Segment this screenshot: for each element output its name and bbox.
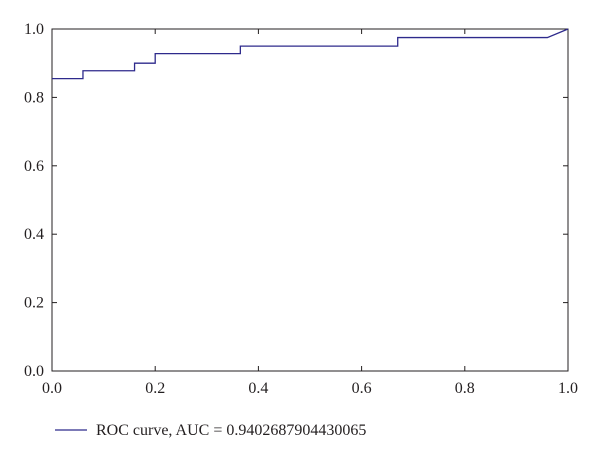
x-axis: 0.0 0.2 0.4 0.6 0.8 1.0 [42, 29, 578, 397]
x-tick-label: 1.0 [558, 380, 578, 397]
plot-frame [51, 28, 569, 372]
y-tick-label: 0.0 [24, 363, 44, 380]
x-tick-label: 0.4 [248, 380, 268, 397]
y-tick-label: 0.8 [24, 89, 44, 106]
y-tick-label: 0.4 [24, 226, 44, 243]
y-tick-label: 0.2 [24, 295, 44, 312]
y-axis: 0.0 0.2 0.4 0.6 0.8 1.0 [24, 21, 568, 380]
legend: ROC curve, AUC = 0.9402687904430065 [55, 422, 366, 439]
x-tick-label: 0.2 [145, 380, 165, 397]
x-tick-label: 0.0 [42, 380, 62, 397]
y-tick-label: 1.0 [24, 21, 44, 38]
x-tick-label: 0.8 [455, 380, 475, 397]
series-group [52, 28, 569, 80]
y-tick-label: 0.6 [24, 158, 44, 175]
x-tick-label: 0.6 [352, 380, 372, 397]
legend-label: ROC curve, AUC = 0.9402687904430065 [96, 422, 366, 439]
roc-curve-line [52, 28, 569, 80]
